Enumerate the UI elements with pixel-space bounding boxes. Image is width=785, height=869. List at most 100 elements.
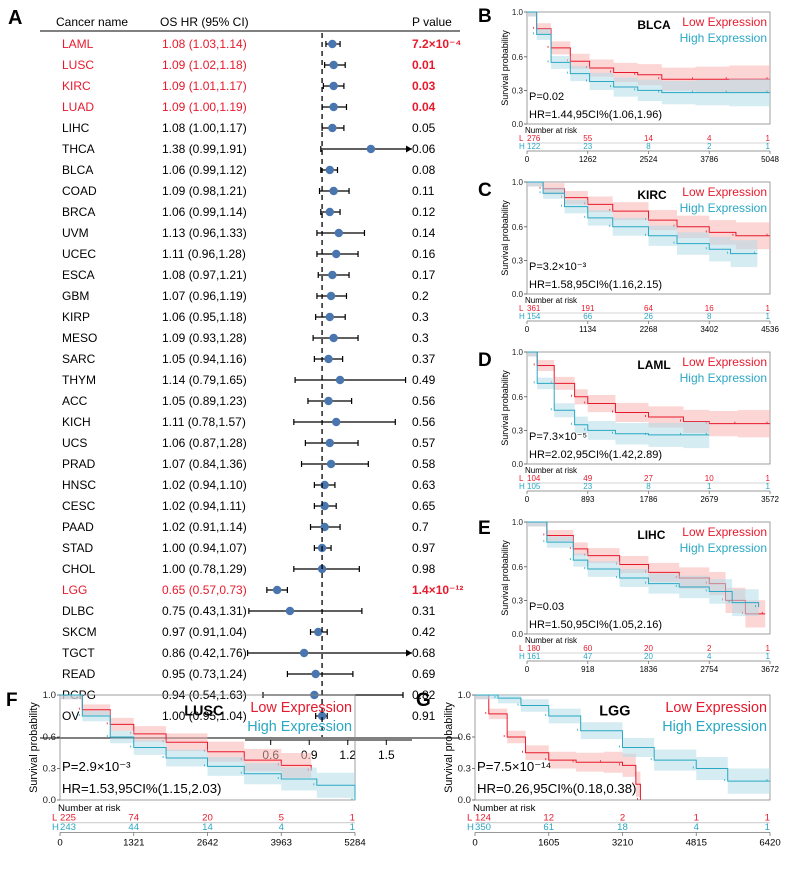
km-risk-high-value: 20 — [644, 652, 653, 661]
forest-p-value: 0.63 — [412, 478, 436, 492]
km-y-tick-label: 0.6 — [512, 223, 524, 232]
forest-cancer-name: BLCA — [62, 163, 93, 177]
km-hr-text: HR=1.53,95CI%(1.15,2.03) — [62, 781, 221, 796]
km-cancer-title: KIRC — [637, 188, 667, 202]
km-risk-low-prefix: L — [519, 474, 524, 483]
km-curve-high — [527, 181, 758, 255]
forest-hr-text: 1.06 (0.99,1.14) — [162, 205, 247, 219]
forest-hr-point — [329, 186, 338, 196]
forest-row: KICH 1.11 (0.78,1.57) 0.56 — [62, 415, 436, 429]
km-y-tick-label: 0.3 — [43, 764, 56, 775]
forest-p-value: 0.98 — [412, 562, 436, 576]
km-risk-high-value: 8 — [707, 312, 712, 321]
km-risk-high-value: 18 — [617, 822, 628, 833]
km-risk-low-value: 1 — [765, 812, 770, 823]
km-x-tick-label: 1605 — [538, 838, 559, 849]
km-y-tick-label: 1.0 — [43, 690, 56, 701]
forest-row: TGCT 0.86 (0.42,1.76) 0.68 — [62, 646, 436, 660]
km-y-tick-label: 0.0 — [512, 120, 524, 129]
km-y-tick-label: 0.6 — [512, 393, 524, 402]
km-curve-high — [475, 694, 770, 782]
forest-cancer-name: OV — [62, 709, 79, 723]
forest-p-value: 0.91 — [412, 709, 436, 723]
km-ci-band-low — [527, 352, 770, 439]
km-x-tick-label: 3210 — [612, 838, 633, 849]
km-plot-frame — [526, 521, 771, 635]
km-legend-low: Low Expression — [682, 15, 767, 29]
forest-p-value: 0.3 — [412, 310, 429, 324]
km-legend-high: High Expression — [662, 719, 767, 735]
forest-p-value: 0.82 — [412, 688, 436, 702]
km-x-tick-label: 5284 — [344, 838, 366, 849]
forest-p-value: 0.69 — [412, 667, 436, 681]
km-risk-low-value: 1 — [766, 304, 771, 313]
forest-p-value: 0.37 — [412, 352, 436, 366]
forest-p-value: 0.11 — [412, 184, 435, 198]
forest-hr-point — [334, 228, 343, 238]
forest-cancer-name: ACC — [62, 394, 88, 408]
forest-p-value: 0.68 — [412, 646, 436, 660]
km-risk-high-value: 66 — [583, 312, 592, 321]
km-risk-low-value: 16 — [705, 304, 714, 313]
forest-p-value: 0.08 — [412, 163, 436, 177]
forest-cancer-name: SARC — [62, 352, 96, 366]
km-x-tick-label: 3402 — [700, 325, 718, 334]
forest-hr-text: 1.08 (1.03,1.14) — [162, 37, 247, 51]
forest-p-value: 0.97 — [412, 541, 436, 555]
panel-label: G — [416, 690, 431, 711]
km-risk-low-value: 20 — [202, 812, 213, 823]
km-p-value: P=0.03 — [529, 601, 564, 613]
km-y-tick-label: 0.0 — [458, 795, 471, 806]
km-x-tick-label: 1262 — [579, 155, 597, 164]
km-plot-frame — [59, 694, 356, 801]
forest-hr-text: 1.06 (0.95,1.18) — [162, 310, 247, 324]
km-risk-high-prefix: H — [519, 312, 525, 321]
forest-row: THYM 1.14 (0.79,1.65) 0.49 — [62, 373, 436, 387]
km-x-tick-label: 4815 — [686, 838, 707, 849]
km-risk-high-prefix: H — [519, 142, 525, 151]
km-risk-high-value: 1 — [766, 482, 771, 491]
panel-label: B — [478, 6, 492, 27]
km-risk-low-value: 12 — [543, 812, 554, 823]
km-y-tick-label: 1.0 — [458, 690, 471, 701]
km-risk-high-value: 1 — [765, 822, 770, 833]
forest-hr-point — [325, 207, 334, 217]
forest-cancer-name: COAD — [62, 184, 97, 198]
forest-p-value: 0.31 — [412, 604, 436, 618]
km-risk-title: Number at risk — [58, 803, 121, 814]
km-x-tick-label: 893 — [581, 495, 595, 504]
km-curve-low — [475, 694, 641, 800]
km-x-tick-label: 5048 — [761, 155, 779, 164]
km-y-tick-label: 0.3 — [512, 86, 524, 95]
km-cancer-title: LUSC — [184, 703, 223, 719]
km-x-tick-label: 0 — [525, 665, 530, 674]
forest-row: LAML 1.08 (1.03,1.14) 7.2×10⁻⁴ — [62, 37, 461, 51]
km-curve-low — [527, 351, 770, 425]
km-risk-low-value: 60 — [583, 644, 592, 653]
km-risk-high-value: 47 — [583, 652, 592, 661]
forest-cancer-name: TGCT — [62, 646, 95, 660]
forest-hr-text: 1.08 (0.97,1.21) — [162, 268, 247, 282]
km-legend-low: Low Expression — [682, 185, 767, 199]
panel-label: C — [478, 180, 492, 201]
forest-hr-point — [329, 102, 338, 112]
forest-p-value: 0.17 — [412, 268, 436, 282]
forest-hr-text: 1.38 (0.99,1.91) — [162, 142, 247, 156]
forest-hr-text: 0.75 (0.43,1.31) — [162, 604, 247, 618]
forest-p-value: 0.49 — [412, 373, 436, 387]
km-risk-low-value: 104 — [527, 474, 541, 483]
km-ci-band-high — [527, 522, 759, 622]
km-risk-low-prefix: L — [519, 644, 524, 653]
forest-cancer-name: PAAD — [62, 520, 94, 534]
forest-hr-text: 1.11 (0.78,1.57) — [162, 415, 246, 429]
km-cancer-title: LAML — [637, 358, 670, 372]
forest-cancer-name: KIRP — [62, 310, 90, 324]
forest-hr-point — [332, 249, 341, 259]
forest-cancer-name: LGG — [62, 583, 87, 597]
km-hr-text: HR=2.02,95CI%(1.42,2.89) — [529, 449, 662, 461]
forest-row: UCEC 1.11 (0.96,1.28) 0.16 — [62, 247, 436, 261]
km-y-tick-label: 0.0 — [512, 290, 524, 299]
forest-hr-point — [324, 354, 333, 364]
km-curve-low — [527, 11, 770, 80]
